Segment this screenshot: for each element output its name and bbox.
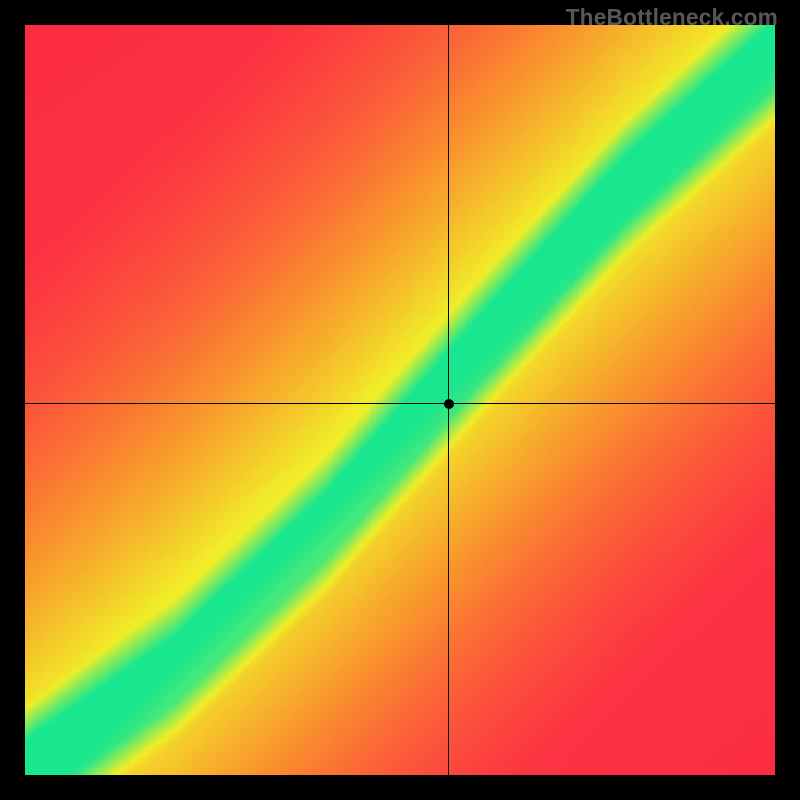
crosshair-marker xyxy=(444,399,454,409)
chart-frame: TheBottleneck.com xyxy=(0,0,800,800)
bottleneck-heatmap xyxy=(25,25,775,775)
